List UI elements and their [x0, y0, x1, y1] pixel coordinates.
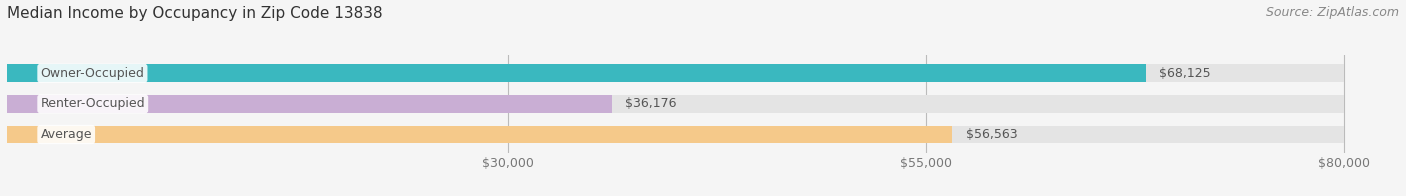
Text: Source: ZipAtlas.com: Source: ZipAtlas.com	[1265, 6, 1399, 19]
Bar	[7, 126, 1344, 143]
Text: Average: Average	[41, 128, 91, 141]
Bar	[7, 64, 1344, 82]
Bar	[7, 64, 1146, 82]
Bar	[7, 126, 952, 143]
Text: $36,176: $36,176	[626, 97, 676, 110]
Bar	[7, 95, 612, 113]
Text: Owner-Occupied: Owner-Occupied	[41, 67, 145, 80]
Text: Renter-Occupied: Renter-Occupied	[41, 97, 145, 110]
Text: Median Income by Occupancy in Zip Code 13838: Median Income by Occupancy in Zip Code 1…	[7, 6, 382, 21]
Text: $56,563: $56,563	[966, 128, 1018, 141]
Bar	[7, 95, 1344, 113]
Text: $68,125: $68,125	[1159, 67, 1211, 80]
